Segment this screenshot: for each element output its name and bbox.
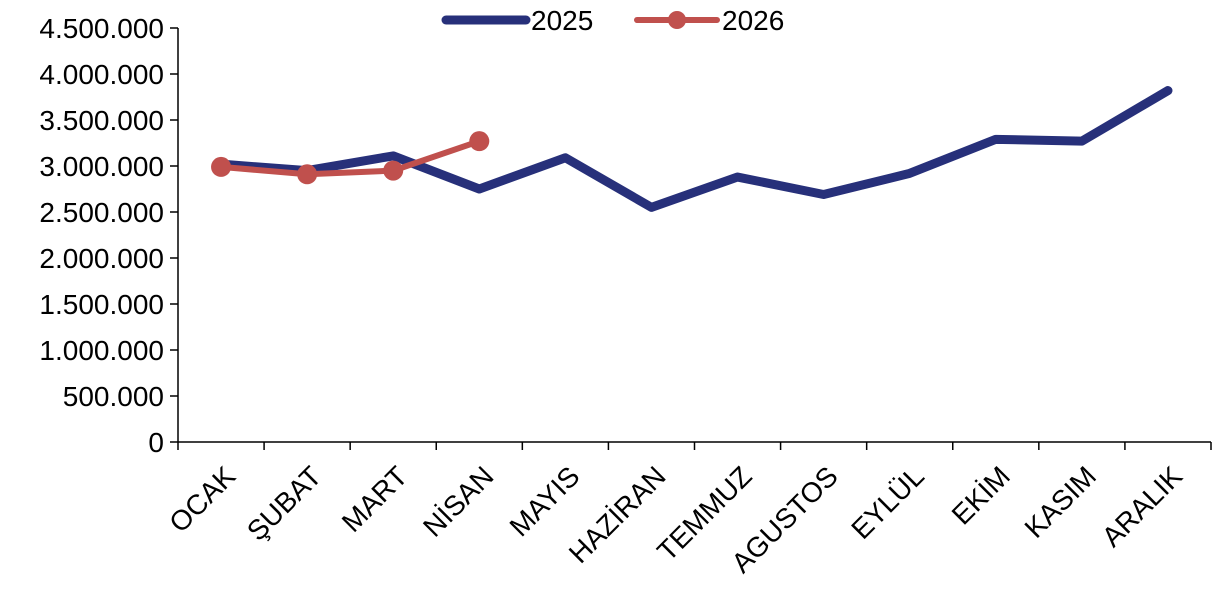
x-tick-label: EYLÜL xyxy=(845,460,930,545)
y-tick-label: 4.500.000 xyxy=(39,13,164,44)
data-point-2026 xyxy=(469,131,490,152)
y-tick-label: 0 xyxy=(148,427,164,458)
x-tick-label: ARALIK xyxy=(1096,460,1189,553)
x-tick-label: MAYIS xyxy=(504,460,586,542)
data-point-2026 xyxy=(297,164,318,185)
legend-label-2025: 2025 xyxy=(531,5,593,36)
y-tick-label: 1.000.000 xyxy=(39,335,164,366)
series-line-2025 xyxy=(216,86,1173,212)
legend-label-2026: 2026 xyxy=(722,5,784,36)
y-tick-label: 1.500.000 xyxy=(39,289,164,320)
legend: 2025 2026 xyxy=(441,5,784,36)
series-lines xyxy=(211,86,1173,212)
x-tick-label: MART xyxy=(336,460,414,538)
data-point-2026 xyxy=(211,156,232,177)
y-tick-label: 4.000.000 xyxy=(39,59,164,90)
x-tick-label: OCAK xyxy=(163,460,241,538)
x-tick-label: ŞUBAT xyxy=(241,460,327,546)
series-line-2026 xyxy=(218,138,483,178)
x-tick-label: EKİM xyxy=(946,460,1016,530)
data-point-2026 xyxy=(383,160,404,181)
y-tick-label: 3.500.000 xyxy=(39,105,164,136)
axes xyxy=(177,28,1211,443)
legend-marker-2026 xyxy=(668,11,686,29)
y-axis-tick-labels: 0 500.000 1.000.000 1.500.000 2.000.000 2.500… xyxy=(39,13,178,458)
y-tick-label: 3.000.000 xyxy=(39,151,164,182)
x-tick-label: KASIM xyxy=(1019,460,1103,544)
x-axis-tick-labels: OCAK ŞUBAT MART NİSAN MAYISHAZİRANTEMMUZAGUS… xyxy=(163,442,1212,579)
x-tick-label: NİSAN xyxy=(417,460,499,542)
y-tick-label: 2.000.000 xyxy=(39,243,164,274)
y-tick-label: 2.500.000 xyxy=(39,197,164,228)
y-tick-label: 500.000 xyxy=(63,381,164,412)
